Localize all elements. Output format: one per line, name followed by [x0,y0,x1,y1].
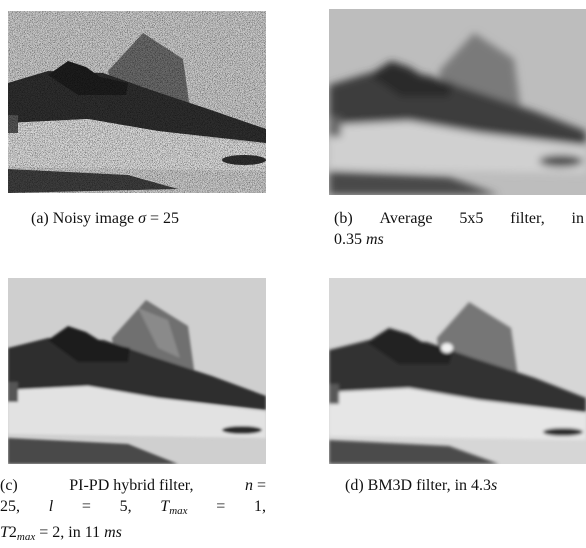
caption-label: (d) [345,477,364,494]
caption-c-line1: (c) PI-PD hybrid filter, n = [0,475,266,496]
caption-text: BM3D filter, in [367,477,468,494]
caption-text: Noisy image [52,210,135,227]
tmax-subscript: max [169,505,188,517]
noisy-image [8,11,266,193]
bm3d-image-drawing [329,278,586,464]
t2-number: 2 [8,524,17,541]
caption-word: filter, [510,210,545,227]
sigma-value: = 25 [149,210,180,227]
average-filtered-image [329,9,586,195]
t2-value: = 2, in 11 [39,524,101,541]
n-value: 25, [0,498,20,515]
noisy-image-drawing [8,11,266,193]
sigma-symbol: σ [138,210,146,227]
pipd-filtered-image [8,278,266,464]
caption-label: (c) [0,477,18,494]
caption-b-line2: 0.35 ms [334,229,584,250]
t2-subscript: max [16,531,36,543]
time-value: 4.3 [471,477,492,494]
caption-b: (b) Average 5x5 filter, in 0.35 ms [334,208,584,250]
l-symbol: l [48,498,54,515]
caption-word: 5x5 [459,210,484,227]
equals-sign: = [81,498,91,515]
caption-word: Average [379,210,433,227]
pipd-image-drawing [8,278,266,464]
t2-symbol: T [0,524,9,541]
caption-method: PI-PD hybrid filter, [69,477,194,494]
time-value: 0.35 [334,231,362,248]
tmax-value: 1, [253,498,266,515]
caption-c-line3: T2max = 2, in 11 ms [0,522,266,548]
caption-label: (a) [31,210,49,227]
caption-c: (c) PI-PD hybrid filter, n = 25, l = 5, … [0,475,266,548]
bm3d-filtered-image [329,278,586,464]
time-unit: s [491,477,498,494]
tmax-term: Tmax [160,496,187,522]
caption-word: in [571,210,584,227]
l-value: 5, [119,498,132,515]
tmax-symbol: T [160,498,170,515]
time-unit: ms [104,524,122,541]
caption-label: (b) [334,210,353,227]
n-equation: n = [245,475,266,496]
caption-a: (a) Noisy image σ = 25 [31,208,271,229]
n-symbol: n [244,477,253,494]
equals-sign: = [216,498,226,515]
caption-b-line1: (b) Average 5x5 filter, in [334,208,584,229]
caption-d: (d) BM3D filter, in 4.3s [345,475,585,496]
caption-c-line2: 25, l = 5, Tmax = 1, [0,496,266,522]
time-unit: ms [366,231,384,248]
equals-sign: = [256,477,266,494]
average-image-drawing [329,9,586,195]
